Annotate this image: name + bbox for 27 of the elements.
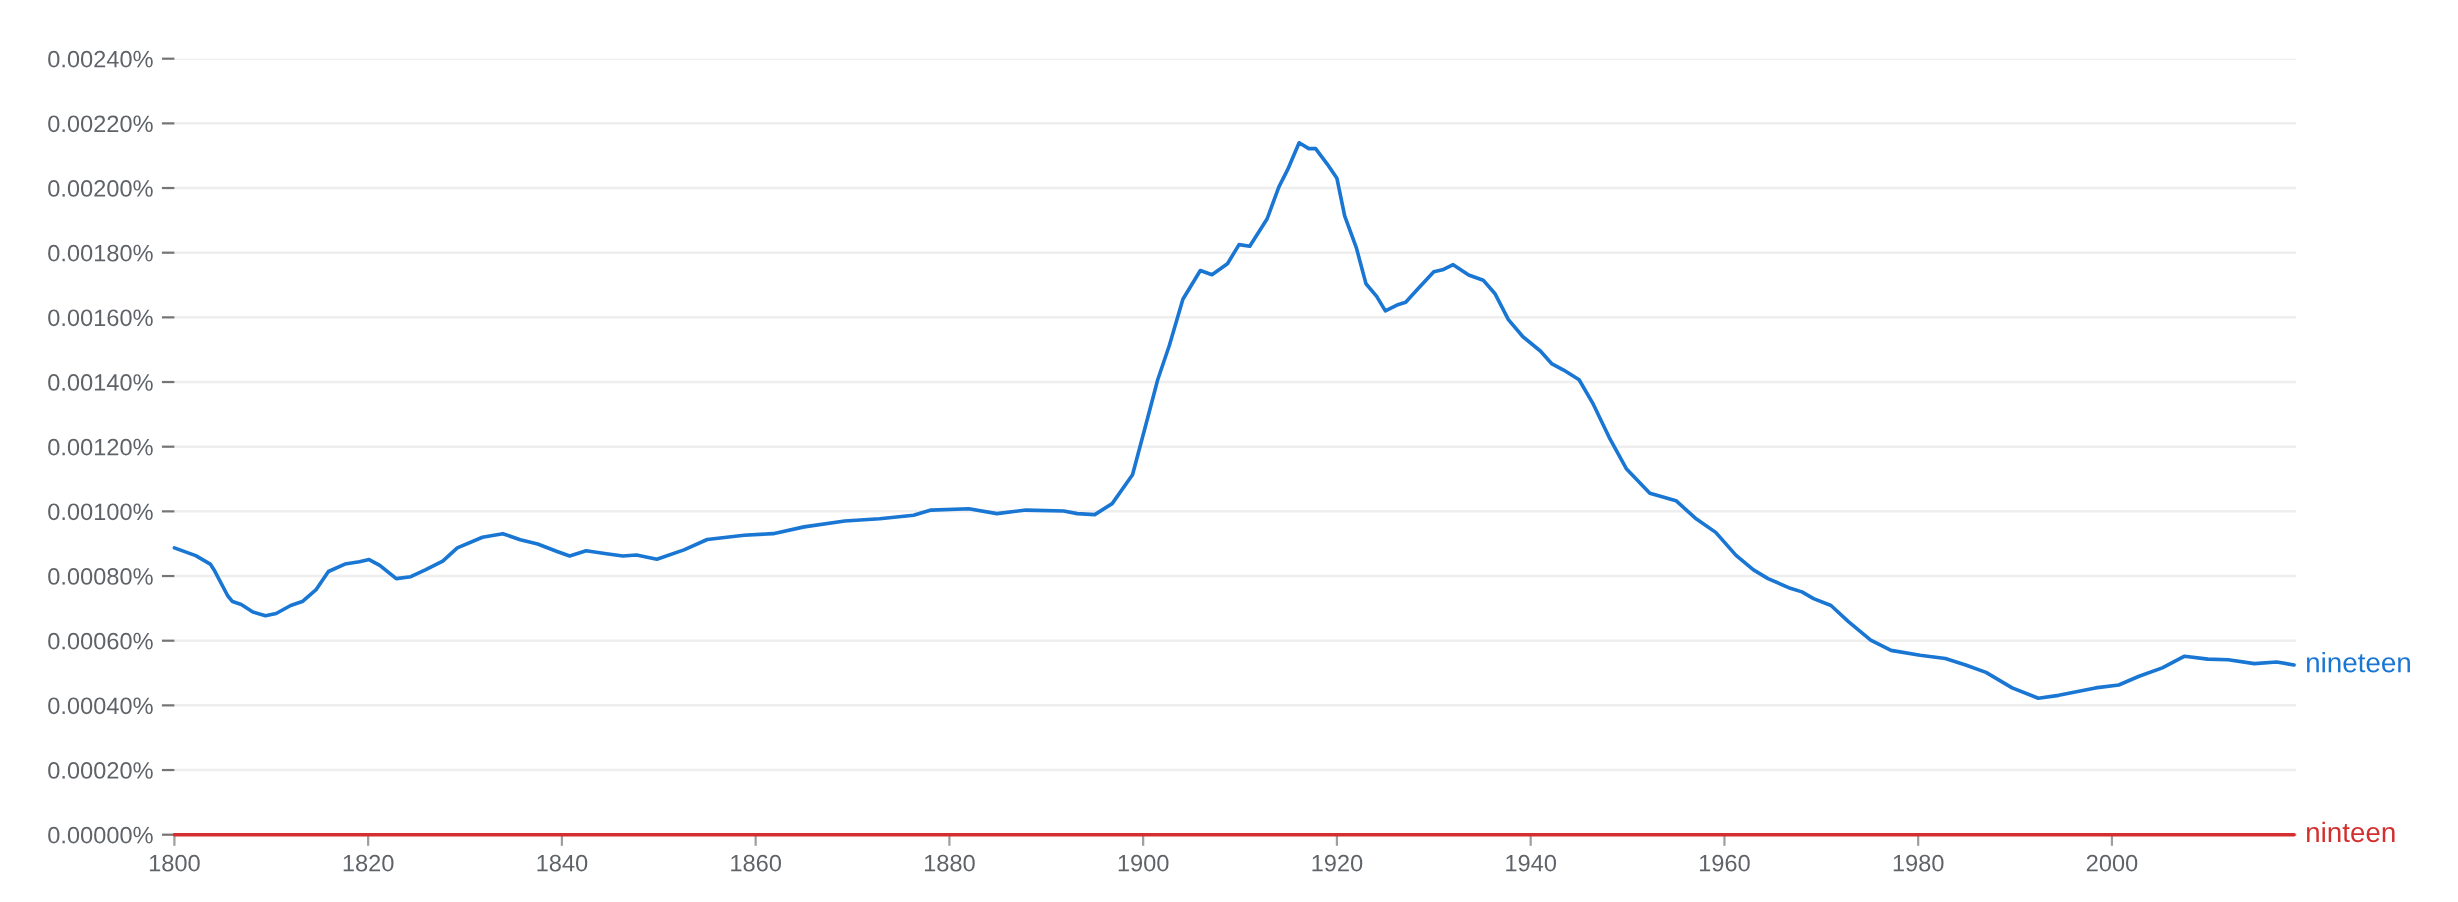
y-tick-label: 0.00220%: [48, 115, 153, 133]
x-tick-label: 1880: [924, 854, 975, 872]
series-label: nineteen: [2307, 652, 2410, 673]
x-tick-label: 1860: [731, 854, 781, 872]
y-tick-label: 0.00020%: [48, 762, 153, 779]
x-tick-label: 1980: [1893, 854, 1944, 872]
x-tick-label: 1800: [149, 854, 200, 872]
y-tick-label: 0.00240%: [48, 50, 153, 68]
y-tick-label: 0.00000%: [48, 826, 153, 844]
y-tick-label: 0.00080%: [48, 568, 153, 585]
x-tick-label: 1820: [343, 854, 394, 872]
x-tick-label: 1960: [1699, 854, 1750, 872]
y-tick-label: 0.00160%: [48, 309, 153, 327]
y-tick-label: 0.00120%: [48, 438, 153, 456]
line-series: [172, 140, 2296, 701]
x-tick-label: 1940: [1506, 854, 1557, 872]
x-tick-label: 1900: [1118, 854, 1169, 872]
y-tick-label: 0.00100%: [48, 503, 153, 521]
x-tick-label: 1840: [537, 854, 588, 872]
y-tick-label: 0.00180%: [48, 244, 153, 262]
y-tick-label: 0.00060%: [48, 632, 153, 650]
x-tick-label: 2000: [2086, 854, 2138, 872]
y-tick-label: 0.00040%: [48, 697, 153, 715]
series-label: ninteen: [2307, 821, 2395, 843]
y-tick-label: 0.00140%: [48, 374, 153, 391]
x-tick-label: 1920: [1312, 854, 1363, 872]
y-tick-label: 0.00200%: [48, 180, 153, 197]
